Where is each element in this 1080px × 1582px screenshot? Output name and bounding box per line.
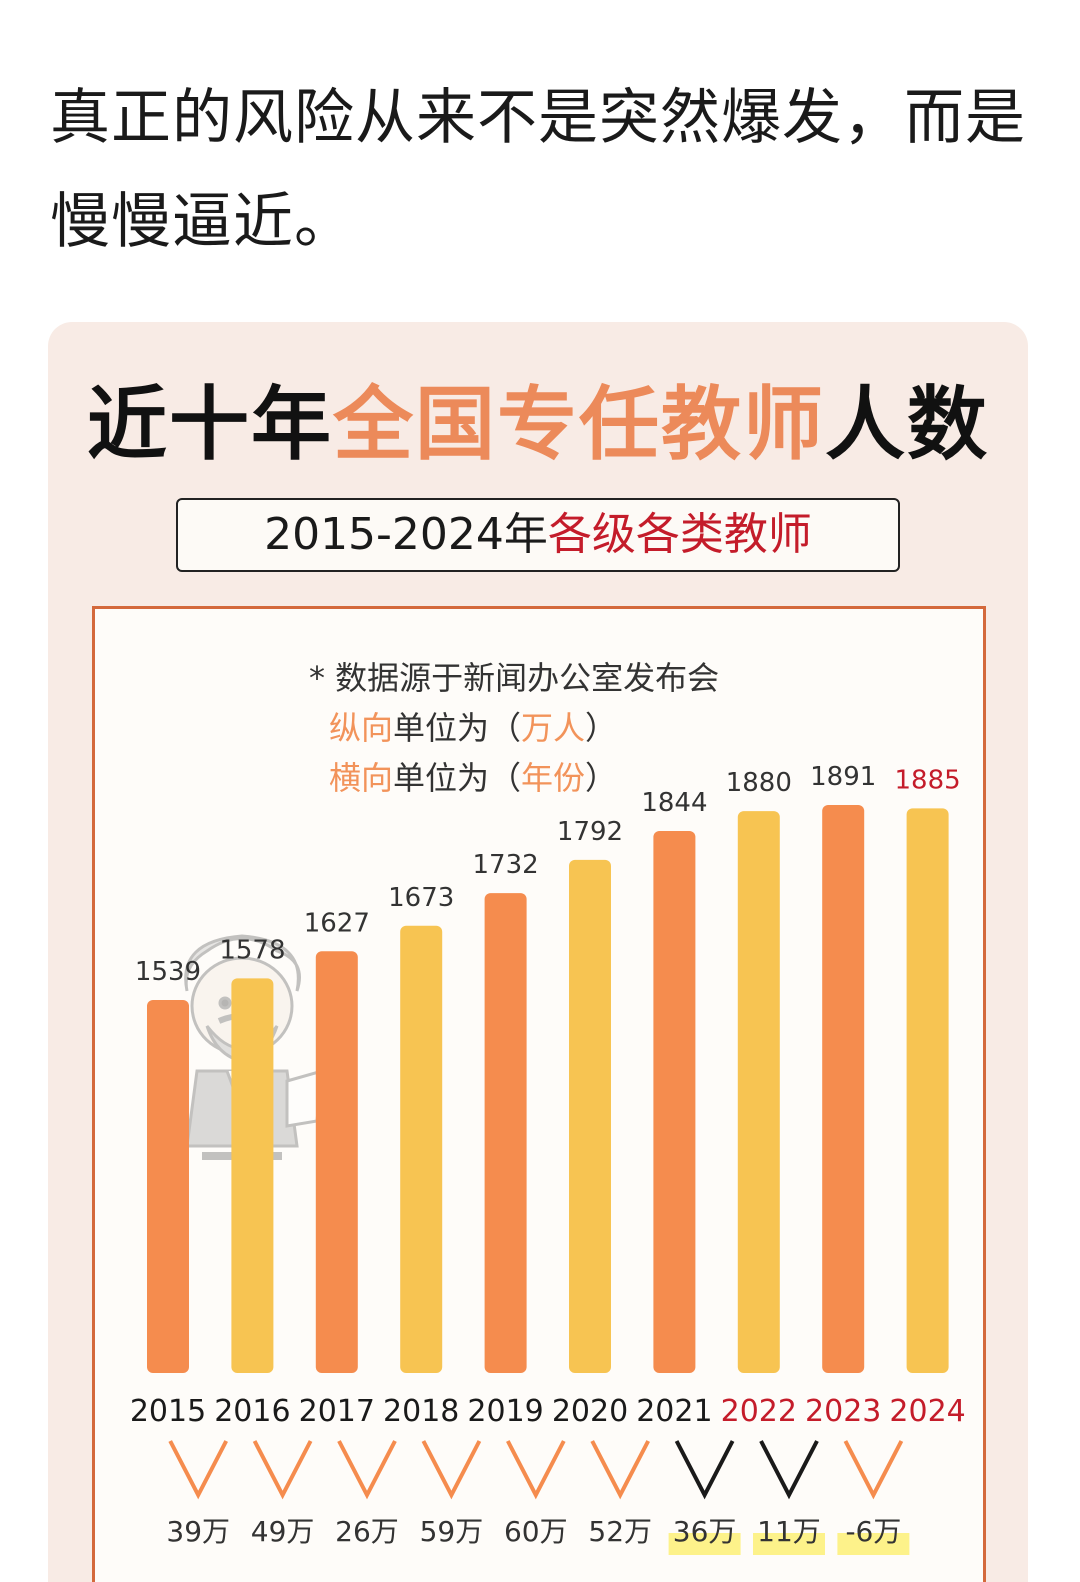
subtitle-part-1: 2015-2024年 [264, 509, 548, 560]
bar-2020 [569, 859, 611, 1373]
value-label-2021: 1844 [641, 788, 707, 818]
growth-label: 49万 [251, 1515, 315, 1548]
source-note: * 数据源于新闻办公室发布会 [309, 659, 720, 697]
value-label-2017: 1627 [304, 908, 370, 938]
growth-label: 60万 [504, 1515, 568, 1548]
category-label-2019: 2019 [467, 1394, 543, 1429]
horizontal-rest: 单位为（ [393, 759, 522, 797]
horizontal-highlight: 横向 [329, 759, 394, 797]
highlight-mark [837, 1533, 910, 1555]
growth-label: 39万 [166, 1515, 230, 1548]
bar-2015 [147, 1000, 189, 1373]
value-label-2020: 1792 [557, 817, 623, 847]
bar-2023 [822, 805, 865, 1373]
bar-2024 [906, 808, 949, 1373]
bar-2022 [737, 811, 780, 1373]
post-text: 真正的风险从来不是突然爆发，而是慢慢逼近。 [50, 83, 1026, 257]
title-part-1: 近十年 [87, 378, 333, 471]
value-label-2019: 1732 [473, 850, 539, 880]
growth-label: -6万 [845, 1515, 901, 1548]
category-label-2018: 2018 [383, 1394, 459, 1429]
category-label-2015: 2015 [130, 1394, 206, 1429]
horizontal-unit-note: 横向单位为（年份） [329, 753, 617, 799]
horizontal-end: ） [585, 759, 618, 797]
bar-2021 [653, 831, 696, 1373]
chart-frame: * 数据源于新闻办公室发布会 纵向单位为（万人） 横向单位为（年份） 1539 2… [92, 606, 986, 1582]
increase-marker-icon [421, 1440, 482, 1500]
value-label-2016: 1578 [219, 935, 285, 965]
growth-label: 59万 [420, 1515, 484, 1548]
vertical-unit-note: 纵向单位为（万人） [329, 703, 617, 749]
category-label-2023: 2023 [805, 1394, 881, 1429]
horizontal-unit: 年份 [521, 759, 586, 797]
subtitle-highlight: 各级各类教师 [547, 509, 812, 560]
subtitle-box: 2015-2024年各级各类教师 [176, 498, 900, 572]
bar-2019 [484, 893, 527, 1373]
increase-marker-icon [843, 1440, 904, 1500]
increase-marker-icon [759, 1440, 819, 1500]
increase-marker-icon [590, 1440, 650, 1500]
bar-2018 [400, 925, 443, 1373]
growth-label: 11万 [757, 1515, 821, 1548]
value-label-2022: 1880 [726, 768, 792, 798]
growth-label: 52万 [588, 1515, 652, 1548]
bar-2016 [231, 978, 274, 1373]
value-label-2023: 1891 [810, 762, 876, 792]
value-label-2015: 1539 [135, 957, 201, 987]
title-highlight: 全国专任教师 [333, 378, 825, 471]
increase-marker-icon [168, 1440, 228, 1500]
category-label-2021: 2021 [636, 1394, 712, 1429]
vertical-rest: 单位为（ [393, 709, 522, 747]
category-label-2024: 2024 [889, 1394, 965, 1429]
bar-2017 [315, 951, 358, 1373]
increase-marker-icon [252, 1440, 313, 1500]
value-label-2018: 1673 [388, 883, 454, 913]
category-label-2017: 2017 [299, 1394, 375, 1429]
category-label-2016: 2016 [214, 1394, 290, 1429]
vertical-highlight: 纵向 [329, 709, 394, 747]
increase-marker-icon [674, 1440, 735, 1500]
growth-label: 26万 [335, 1515, 399, 1548]
infographic-card: 近十年全国专任教师人数 2015-2024年各级各类教师 * 数据源于新闻办公室… [48, 322, 1028, 1582]
vertical-end: ） [585, 709, 618, 747]
bar-chart: 1539 2015 1578 2016 1627 2017 1673 2018 1732 2019… [130, 762, 966, 1555]
highlight-mark [753, 1533, 825, 1555]
title-part-2: 人数 [825, 378, 989, 471]
increase-marker-icon [506, 1440, 566, 1500]
chart-title: 近十年全国专任教师人数 [48, 360, 1028, 476]
growth-label: 36万 [673, 1515, 737, 1548]
highlight-mark [668, 1533, 741, 1555]
category-label-2020: 2020 [552, 1394, 628, 1429]
increase-marker-icon [337, 1440, 397, 1500]
vertical-unit: 万人 [521, 709, 586, 747]
category-label-2022: 2022 [721, 1394, 797, 1429]
value-label-2024: 1885 [895, 765, 961, 795]
